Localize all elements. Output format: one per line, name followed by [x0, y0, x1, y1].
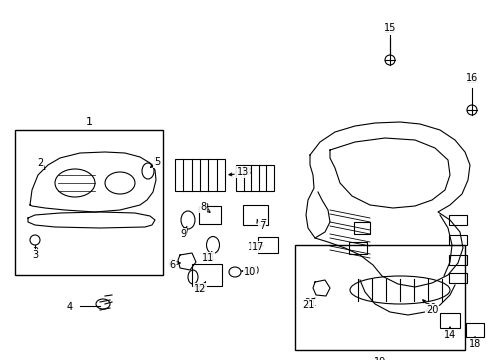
Text: 18: 18: [468, 337, 480, 347]
Bar: [348, 242, 366, 254]
Text: 4: 4: [67, 302, 73, 312]
Text: 19: 19: [373, 357, 386, 360]
Text: 17: 17: [247, 242, 260, 252]
Text: 14: 14: [443, 329, 455, 339]
Text: 6: 6: [167, 259, 174, 269]
Text: 10: 10: [247, 266, 260, 276]
Bar: [258, 237, 278, 253]
Text: 20: 20: [425, 305, 437, 315]
Text: 18: 18: [468, 339, 480, 349]
Text: 9: 9: [181, 227, 187, 237]
Text: 8: 8: [200, 202, 205, 212]
Text: 15: 15: [383, 23, 395, 33]
Text: 21: 21: [303, 298, 316, 308]
Text: 3: 3: [32, 250, 38, 260]
Bar: [439, 312, 459, 328]
Bar: [192, 264, 222, 286]
Text: 12: 12: [195, 283, 208, 293]
Bar: [236, 165, 273, 191]
Bar: [448, 255, 466, 265]
Bar: [294, 245, 464, 350]
Text: 5: 5: [154, 157, 160, 167]
Text: 7: 7: [258, 221, 264, 231]
Bar: [199, 206, 221, 224]
Text: 9: 9: [180, 229, 185, 239]
Text: 5: 5: [152, 157, 158, 167]
Bar: [448, 273, 466, 283]
Text: 11: 11: [202, 253, 214, 263]
Text: 7: 7: [260, 219, 265, 229]
Text: 4: 4: [67, 301, 73, 311]
Text: 13: 13: [236, 167, 248, 177]
Text: 10: 10: [244, 267, 256, 277]
Text: 16: 16: [465, 73, 477, 83]
Bar: [353, 222, 369, 234]
Text: 2: 2: [37, 158, 43, 168]
Text: 14: 14: [443, 330, 455, 340]
Text: 13: 13: [240, 167, 252, 177]
Text: 1: 1: [85, 117, 92, 127]
Text: 11: 11: [203, 252, 216, 262]
Bar: [465, 323, 483, 337]
Bar: [15, 130, 163, 275]
Text: 3: 3: [32, 247, 38, 257]
Text: 17: 17: [251, 242, 264, 252]
Text: 21: 21: [301, 300, 314, 310]
Bar: [448, 235, 466, 245]
Bar: [448, 215, 466, 225]
Text: 2: 2: [37, 158, 43, 168]
Bar: [242, 205, 267, 225]
Text: 20: 20: [423, 303, 435, 313]
Text: 12: 12: [193, 284, 206, 294]
Text: 15: 15: [383, 25, 395, 35]
Text: 16: 16: [465, 75, 477, 85]
Text: 19: 19: [373, 357, 386, 360]
Text: 8: 8: [202, 203, 207, 213]
Text: 1: 1: [85, 117, 92, 127]
Text: 6: 6: [168, 260, 175, 270]
Bar: [175, 159, 224, 191]
